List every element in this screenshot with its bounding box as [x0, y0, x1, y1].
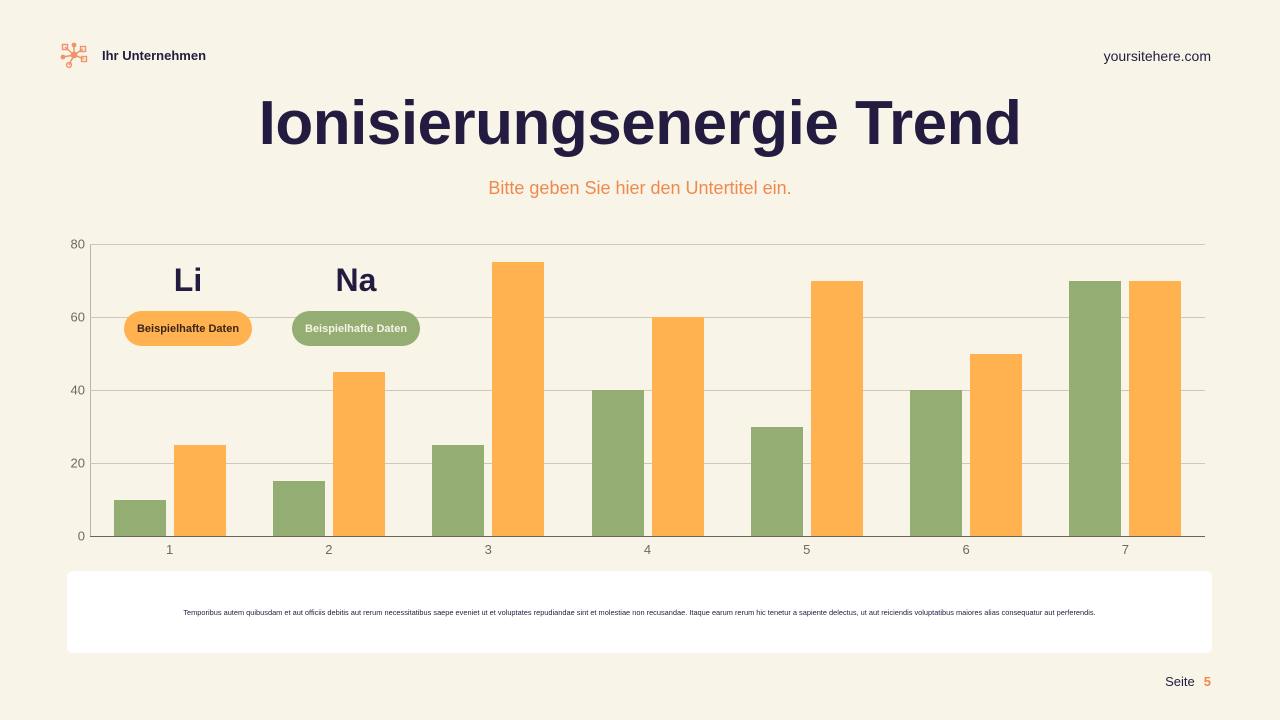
y-tick-label: 40 — [70, 382, 85, 398]
y-tick-label: 80 — [70, 236, 85, 252]
legend-pill: Beispielhafte Daten — [124, 311, 252, 346]
y-tick-label: 60 — [70, 309, 85, 325]
brand: Ihr Unternehmen — [60, 41, 206, 69]
gridline — [90, 244, 1205, 245]
bar-na-7 — [1069, 280, 1122, 536]
bar-na-2 — [272, 481, 325, 536]
company-name: Ihr Unternehmen — [102, 47, 207, 63]
bar-li-7 — [1129, 280, 1182, 536]
bar-li-6 — [970, 353, 1023, 536]
bar-li-5 — [810, 280, 863, 536]
x-tick-label: 3 — [484, 542, 492, 557]
page-indicator: Seite 5 — [1165, 674, 1211, 689]
x-tick-label: 7 — [1121, 542, 1129, 557]
legend-symbol: Na — [335, 262, 377, 298]
bar-li-3 — [492, 262, 545, 536]
page-label: Seite — [1165, 674, 1195, 689]
x-tick-label: 4 — [643, 542, 652, 557]
x-tick-label: 5 — [803, 542, 811, 557]
legend-symbol: Li — [173, 262, 203, 298]
gridline — [90, 390, 1205, 391]
description-box: Temporibus autem quibusdam et aut offici… — [67, 571, 1212, 653]
legend-item-na: Na Beispielhafte Daten — [292, 262, 420, 346]
x-tick-label: 2 — [325, 542, 333, 557]
bar-li-2 — [332, 371, 385, 536]
bar-na-3 — [432, 444, 485, 536]
bar-na-1 — [113, 499, 166, 536]
page-subtitle: Bitte geben Sie hier den Untertitel ein. — [488, 178, 792, 198]
x-axis — [90, 536, 1205, 537]
description-text: Temporibus autem quibusdam et aut offici… — [183, 607, 1096, 617]
page-number: 5 — [1203, 674, 1211, 689]
x-tick-label: 1 — [166, 542, 174, 557]
bar-na-5 — [750, 426, 803, 536]
legend-pill: Beispielhafte Daten — [292, 311, 420, 346]
page-title: Ionisierungsenergie Trend — [258, 89, 1022, 158]
bar-na-4 — [591, 390, 644, 536]
bar-na-6 — [910, 390, 963, 536]
x-tick-label: 6 — [962, 542, 970, 557]
legend-item-li: Li Beispielhafte Daten — [124, 262, 252, 346]
y-tick-label: 20 — [70, 455, 85, 471]
y-tick-label: 0 — [77, 528, 85, 544]
website-url[interactable]: yoursitehere.com — [1103, 48, 1211, 64]
bar-chart: 0 20 40 60 80 1 2 3 4 5 6 7 Li Beispielhafte Daten Na B… — [55, 230, 1215, 565]
bar-li-1 — [173, 444, 226, 536]
network-nodes-icon — [60, 42, 88, 69]
gridline — [90, 463, 1205, 464]
bar-li-4 — [651, 317, 704, 536]
gridline — [90, 317, 1205, 318]
